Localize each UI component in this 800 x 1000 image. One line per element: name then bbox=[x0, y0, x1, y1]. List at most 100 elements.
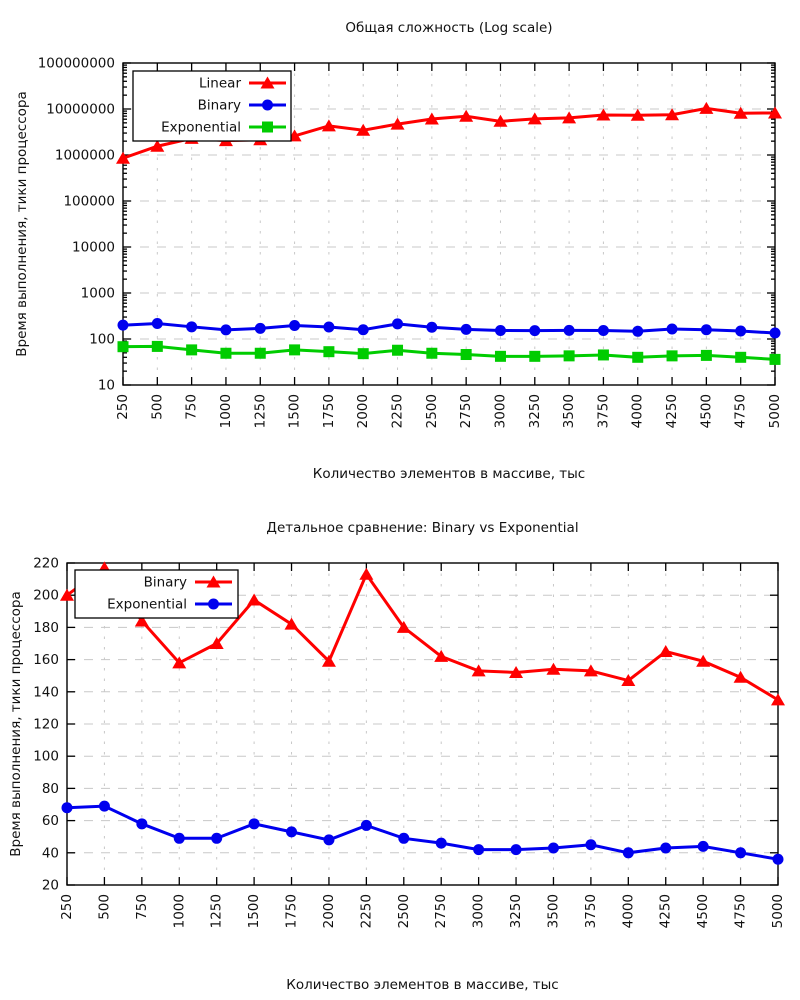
square-marker bbox=[289, 344, 301, 356]
x-tick-label: 2750 bbox=[433, 894, 449, 928]
circle-marker bbox=[289, 319, 301, 331]
circle-marker bbox=[98, 800, 110, 812]
y-tick-label: 160 bbox=[33, 652, 59, 668]
y-tick-label: 100 bbox=[89, 332, 115, 348]
circle-marker bbox=[563, 324, 575, 336]
x-tick-label: 2500 bbox=[424, 394, 440, 428]
triangle-marker bbox=[284, 617, 299, 630]
x-tick-label: 4500 bbox=[698, 394, 714, 428]
square-marker bbox=[254, 347, 266, 359]
series-binary bbox=[117, 318, 781, 339]
triangle-marker bbox=[658, 645, 673, 658]
triangle-marker bbox=[321, 654, 336, 667]
y-tick-label: 180 bbox=[33, 620, 59, 636]
y-tick-label: 1000000 bbox=[55, 148, 115, 164]
triangle-marker bbox=[733, 106, 748, 119]
y-tick-label: 60 bbox=[42, 813, 59, 829]
series-line bbox=[122, 344, 776, 361]
circle-marker bbox=[622, 847, 634, 859]
x-tick-label: 3500 bbox=[561, 394, 577, 428]
triangle-marker bbox=[134, 614, 149, 627]
x-tick-label: 2750 bbox=[458, 394, 474, 428]
x-tick-label: 250 bbox=[59, 894, 75, 920]
series-binary bbox=[60, 561, 785, 706]
square-marker bbox=[700, 349, 712, 361]
log-complexity-plot: 10 100 1000 10000 100000 1000000 10000000 10000… bbox=[38, 56, 783, 429]
triangle-marker bbox=[699, 101, 714, 114]
x-tick-label: 1250 bbox=[209, 894, 225, 928]
series-exponential bbox=[117, 340, 781, 365]
triangle-marker bbox=[396, 620, 411, 633]
x-tick-labels: 250 500 750 1000 1250 1500 1750 2000 2250 2500 275… bbox=[59, 894, 786, 928]
circle-marker bbox=[248, 818, 260, 830]
triangle-marker bbox=[630, 108, 645, 121]
circle-marker bbox=[186, 321, 198, 333]
circle-marker bbox=[735, 847, 747, 859]
x-tick-label: 4750 bbox=[733, 894, 749, 928]
x-tick-label: 1000 bbox=[171, 894, 187, 928]
circle-marker bbox=[772, 853, 784, 865]
x-tick-label: 1000 bbox=[218, 394, 234, 428]
y-tick-label: 10000000 bbox=[46, 102, 115, 118]
circle-marker bbox=[632, 325, 644, 337]
triangle-marker bbox=[768, 106, 782, 119]
circle-marker bbox=[547, 842, 559, 854]
square-marker bbox=[769, 353, 781, 365]
circle-marker bbox=[510, 844, 522, 856]
square-marker bbox=[357, 348, 369, 360]
square-marker bbox=[262, 121, 273, 133]
triangle-marker bbox=[390, 117, 405, 130]
triangle-marker bbox=[321, 119, 336, 132]
x-tick-label: 3000 bbox=[471, 894, 487, 928]
circle-marker bbox=[435, 837, 447, 849]
x-tick-label: 2000 bbox=[321, 894, 337, 928]
x-tick-label: 2000 bbox=[355, 394, 371, 428]
circle-marker bbox=[426, 321, 438, 333]
legend: Linear Binary Exponential bbox=[132, 70, 292, 142]
x-tick-label: 3250 bbox=[508, 894, 524, 928]
square-marker bbox=[186, 344, 198, 356]
triangle-marker bbox=[562, 111, 577, 124]
x-axis-label: Количество элементов в массиве, тыс bbox=[312, 466, 586, 482]
x-tick-label: 1500 bbox=[246, 894, 262, 928]
triangle-marker bbox=[247, 593, 262, 606]
y-tick-label: 40 bbox=[42, 845, 59, 861]
triangle-marker bbox=[434, 649, 449, 662]
circle-marker bbox=[597, 325, 609, 337]
legend-box bbox=[74, 569, 239, 619]
square-marker bbox=[392, 344, 404, 356]
y-tick-label: 10000 bbox=[72, 240, 115, 256]
square-marker bbox=[323, 346, 335, 358]
x-tick-label: 3750 bbox=[595, 394, 611, 428]
chart-title: Детальное сравнение: Binary vs Exponenti… bbox=[266, 520, 579, 536]
circle-marker bbox=[529, 325, 541, 337]
circle-marker bbox=[700, 324, 712, 336]
x-tick-label: 4750 bbox=[733, 394, 749, 428]
circle-marker bbox=[117, 319, 129, 331]
x-tick-label: 3250 bbox=[527, 394, 543, 428]
log-complexity-chart: Общая сложность (Log scale) Время выполн… bbox=[14, 20, 783, 482]
x-tick-label: 1750 bbox=[321, 394, 337, 428]
square-marker bbox=[563, 350, 575, 362]
triangle-marker bbox=[150, 139, 165, 152]
x-tick-label: 1750 bbox=[284, 894, 300, 928]
y-tick-label: 10 bbox=[98, 378, 115, 394]
y-tick-labels: 20 40 60 80 100 120 140 160 180 200 220 bbox=[33, 556, 59, 894]
square-marker bbox=[597, 349, 609, 361]
circle-marker bbox=[360, 819, 372, 831]
triangle-marker bbox=[60, 588, 74, 601]
binary-vs-exponential-chart: Детальное сравнение: Binary vs Exponenti… bbox=[0, 500, 800, 1000]
circle-marker bbox=[151, 318, 163, 330]
circle-marker bbox=[220, 324, 232, 336]
legend-label: Exponential bbox=[107, 597, 187, 613]
binary-vs-exponential-plot: 20 40 60 80 100 120 140 160 180 200 220 250 500 750 10… bbox=[33, 556, 786, 929]
circle-marker bbox=[769, 327, 781, 339]
x-tick-label: 3000 bbox=[492, 394, 508, 428]
x-tick-label: 1500 bbox=[287, 394, 303, 428]
x-tick-label: 2250 bbox=[390, 394, 406, 428]
triangle-marker bbox=[733, 670, 748, 683]
circle-marker bbox=[323, 321, 335, 333]
legend-label: Exponential bbox=[161, 120, 241, 136]
y-tick-label: 220 bbox=[33, 556, 59, 572]
